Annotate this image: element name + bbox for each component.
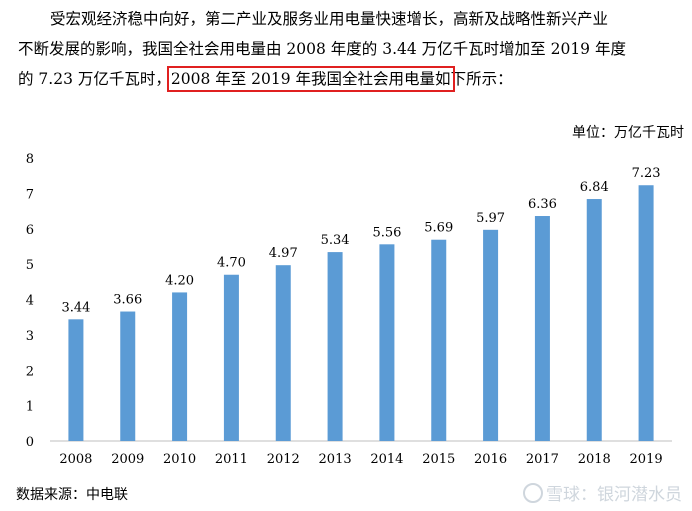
unit-label: 单位：万亿千瓦时 (572, 125, 684, 141)
x-tick-label-2017: 2017 (526, 452, 559, 467)
data-source: 数据来源：中电联 (16, 487, 128, 503)
y-tick-label: 5 (26, 258, 34, 273)
x-tick-label-2011: 2011 (215, 452, 248, 467)
bar-2018 (586, 199, 602, 441)
watermark: 雪球：银河潜水员 (523, 480, 682, 505)
y-tick-label: 3 (26, 329, 34, 344)
value-label-2017: 6.36 (528, 197, 557, 212)
value-label-2019: 7.23 (632, 166, 661, 181)
bar-2011 (223, 274, 239, 441)
y-tick-label: 1 (26, 400, 34, 415)
chart-bars (68, 185, 654, 441)
bar-2010 (172, 292, 188, 441)
watermark-text: 雪球：银河潜水员 (546, 485, 682, 505)
x-tick-label-2008: 2008 (59, 452, 92, 467)
value-label-2018: 6.84 (580, 180, 609, 195)
bar-2014 (379, 244, 395, 441)
electricity-consumption-bar-chart: 0 1 2 3 4 5 6 7 8 3.44 2008 3.66 2009 4.20 2010 4.70 20… (26, 152, 672, 467)
x-tick-label-2013: 2013 (319, 452, 352, 467)
paragraph-line-3: 的 7.23 万亿千瓦时，2008 年至 2019 年我国全社会用电量如下所示： (18, 64, 686, 94)
x-tick-label-2014: 2014 (370, 452, 403, 467)
value-label-2010: 4.20 (165, 273, 194, 288)
x-tick-label-2016: 2016 (474, 452, 507, 467)
x-tick-label-2009: 2009 (111, 452, 144, 467)
x-tick-label-2010: 2010 (163, 452, 196, 467)
value-label-2015: 5.69 (424, 221, 453, 236)
paragraph-line-3-end: 下所示： (450, 70, 513, 88)
bar-2016 (483, 229, 499, 441)
bar-2015 (431, 239, 447, 441)
y-tick-label: 2 (26, 364, 34, 379)
snowball-icon (523, 483, 543, 503)
bar-2017 (534, 216, 550, 441)
paragraph-line-3-start: 的 7.23 万亿千瓦时， (18, 70, 171, 88)
value-label-2009: 3.66 (113, 293, 142, 308)
value-label-2014: 5.56 (372, 225, 401, 240)
y-tick-label: 7 (26, 187, 34, 202)
x-tick-label-2015: 2015 (422, 452, 455, 467)
paragraph-line-2: 不断发展的影响，我国全社会用电量由 2008 年度的 3.44 万亿千瓦时增加至… (18, 40, 626, 58)
intro-paragraph: 受宏观经济稳中向好，第二产业及服务业用电量快速增长，高新及战略性新兴产业 不断发… (18, 4, 686, 94)
chart-labels: 3.44 2008 3.66 2009 4.20 2010 4.70 2011 4.97 2012… (59, 166, 662, 467)
bar-2013 (327, 252, 343, 441)
y-tick-label: 4 (26, 294, 34, 309)
value-label-2011: 4.70 (217, 256, 246, 271)
bar-2012 (275, 265, 291, 441)
value-label-2013: 5.34 (321, 233, 350, 248)
bar-2009 (120, 311, 136, 441)
value-label-2016: 5.97 (476, 211, 505, 226)
highlighted-phrase: 2008 年至 2019 年我国全社会用电量如 (166, 66, 455, 92)
bar-2008 (68, 319, 84, 441)
x-tick-label-2012: 2012 (267, 452, 300, 467)
value-label-2012: 4.97 (269, 246, 298, 261)
paragraph-line-1: 受宏观经济稳中向好，第二产业及服务业用电量快速增长，高新及战略性新兴产业 (50, 10, 609, 28)
y-tick-label: 6 (26, 223, 34, 238)
chart-axis: 0 1 2 3 4 5 6 7 8 (26, 152, 672, 450)
y-tick-label: 8 (26, 152, 34, 167)
bar-2019 (638, 185, 654, 441)
value-label-2008: 3.44 (61, 300, 90, 315)
y-tick-label: 0 (26, 435, 34, 450)
x-tick-label-2018: 2018 (578, 452, 611, 467)
x-tick-label-2019: 2019 (630, 452, 663, 467)
